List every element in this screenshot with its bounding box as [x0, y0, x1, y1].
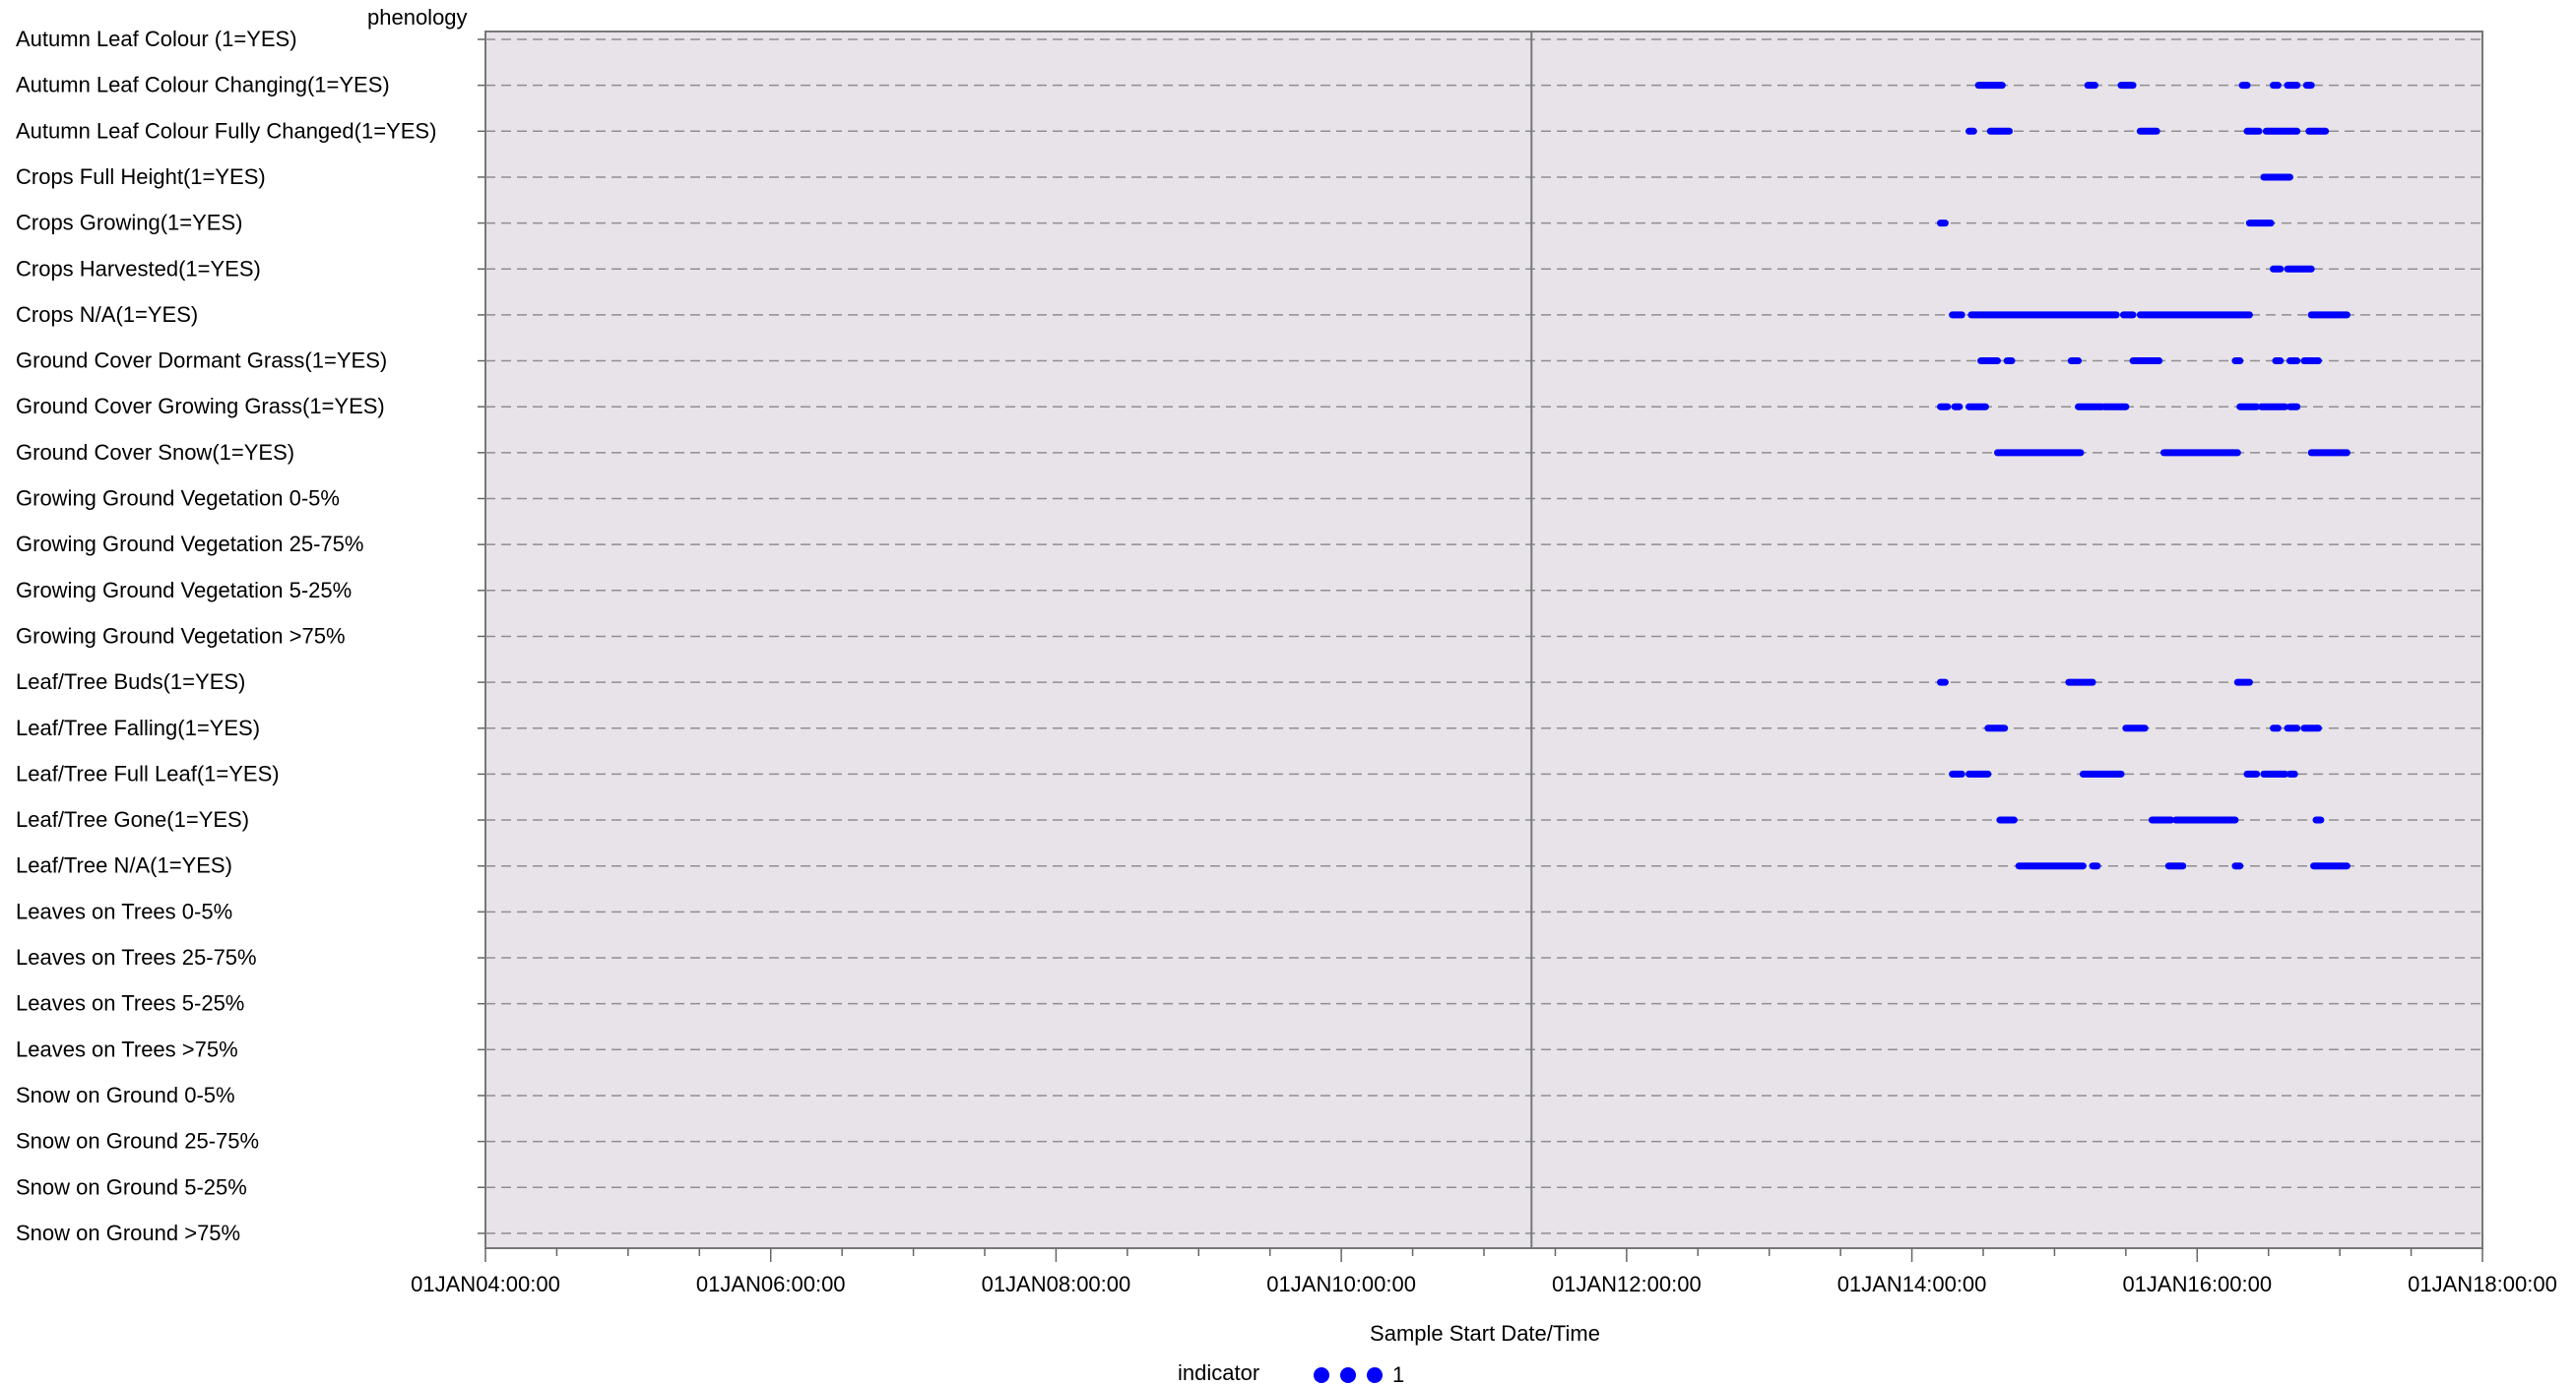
y-tick-label: Leaves on Trees >75% — [16, 1037, 238, 1061]
y-tick-label: Leaves on Trees 5-25% — [16, 991, 244, 1016]
legend-marker — [1340, 1367, 1356, 1383]
y-tick-label: Autumn Leaf Colour (1=YES) — [16, 27, 297, 51]
y-tick-label: Leaf/Tree N/A(1=YES) — [16, 853, 232, 878]
x-axis-label: Sample Start Date/Time — [1370, 1321, 1600, 1346]
y-tick-label: Ground Cover Snow(1=YES) — [16, 440, 294, 465]
y-tick-label: Leaves on Trees 25-75% — [16, 945, 257, 970]
x-tick-label: 01JAN12:00:00 — [1552, 1272, 1702, 1296]
y-tick-label: Autumn Leaf Colour Changing(1=YES) — [16, 73, 390, 97]
y-tick-label: Leaf/Tree Full Leaf(1=YES) — [16, 761, 280, 786]
data-points — [1937, 82, 2351, 870]
chart-title: phenology — [367, 5, 468, 30]
legend-marker — [1314, 1367, 1329, 1383]
y-tick-label: Snow on Ground 5-25% — [16, 1174, 247, 1199]
y-tick-labels: Autumn Leaf Colour (1=YES) Autumn Leaf Co… — [16, 27, 436, 1245]
y-tick-label: Autumn Leaf Colour Fully Changed(1=YES) — [16, 118, 436, 143]
x-tick-label: 01JAN08:00:00 — [982, 1272, 1131, 1296]
x-tick-label: 01JAN16:00:00 — [2122, 1272, 2272, 1296]
y-tick-label: Crops N/A(1=YES) — [16, 302, 198, 327]
y-tick-label: Leaf/Tree Falling(1=YES) — [16, 716, 260, 740]
plot-area — [484, 31, 2483, 1249]
y-tick-label: Snow on Ground 25-75% — [16, 1129, 259, 1154]
legend-title: indicator — [1178, 1360, 1259, 1385]
y-tick-label: Leaf/Tree Buds(1=YES) — [16, 669, 245, 694]
y-tick-label: Leaves on Trees 0-5% — [16, 899, 232, 923]
x-tick-label: 01JAN06:00:00 — [696, 1272, 846, 1296]
x-tick-label: 01JAN18:00:00 — [2408, 1272, 2557, 1296]
y-tick-label: Crops Full Height(1=YES) — [16, 164, 266, 189]
x-tick-label: 01JAN04:00:00 — [411, 1272, 560, 1296]
y-tick-label: Growing Ground Vegetation 5-25% — [16, 578, 352, 602]
y-tick-label: Snow on Ground >75% — [16, 1221, 240, 1245]
y-tick-label: Growing Ground Vegetation >75% — [16, 623, 346, 648]
y-tick-label: Crops Growing(1=YES) — [16, 211, 242, 235]
y-tick-label: Snow on Ground 0-5% — [16, 1083, 235, 1107]
y-tick-label: Ground Cover Growing Grass(1=YES) — [16, 394, 385, 418]
legend-label: 1 — [1392, 1362, 1404, 1386]
legend: indicator 1 — [1178, 1360, 1404, 1386]
y-tick-label: Crops Harvested(1=YES) — [16, 256, 261, 281]
x-tick-labels: 01JAN04:00:00 01JAN06:00:00 01JAN08:00:00 0… — [411, 1272, 2557, 1296]
y-tick-label: Growing Ground Vegetation 25-75% — [16, 532, 363, 556]
x-tick-label: 01JAN14:00:00 — [1837, 1272, 1987, 1296]
y-tick-label: Ground Cover Dormant Grass(1=YES) — [16, 348, 387, 373]
y-tick-label: Growing Ground Vegetation 0-5% — [16, 486, 340, 511]
legend-marker — [1367, 1367, 1383, 1383]
x-tick-label: 01JAN10:00:00 — [1266, 1272, 1416, 1296]
grid-lines — [478, 32, 2483, 1262]
y-tick-label: Leaf/Tree Gone(1=YES) — [16, 807, 249, 832]
